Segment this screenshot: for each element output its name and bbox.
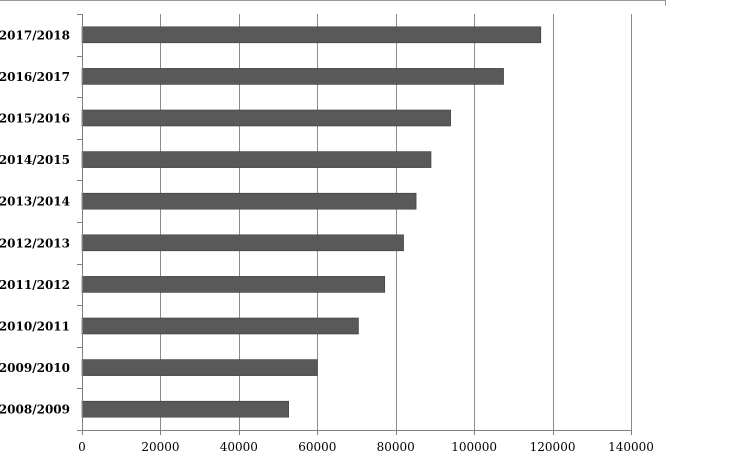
x-tick-label: 80000 — [377, 440, 415, 454]
chart-frame — [0, 0, 666, 6]
bar — [81, 151, 432, 168]
category-label: 2008/2009 — [0, 403, 70, 417]
category-label: 2014/2015 — [0, 153, 70, 167]
bar — [81, 192, 417, 210]
bar — [81, 26, 542, 44]
x-tick-label: 40000 — [220, 440, 258, 454]
bar — [81, 400, 289, 418]
bar — [81, 276, 386, 293]
bar — [81, 317, 359, 335]
x-tick-label: 120000 — [530, 440, 576, 454]
category-label: 2009/2010 — [0, 361, 70, 375]
category-labels: 2017/2018 2016/2017 2015/2016 2014/2015 2013… — [0, 28, 70, 416]
x-tick-label: 100000 — [451, 440, 497, 454]
x-tick-label: 140000 — [608, 440, 654, 454]
x-tick-label: 0 — [78, 440, 86, 454]
x-tick-label: 60000 — [298, 440, 336, 454]
category-label: 2010/2011 — [0, 320, 70, 334]
bar — [81, 234, 404, 252]
bar — [81, 109, 451, 127]
bar — [81, 68, 504, 85]
category-label: 2012/2013 — [0, 236, 70, 250]
bar — [81, 359, 318, 376]
bars — [81, 26, 542, 418]
category-label: 2015/2016 — [0, 112, 70, 126]
axes — [77, 14, 632, 435]
category-label: 2011/2012 — [0, 278, 70, 292]
category-label: 2016/2017 — [0, 70, 70, 84]
category-label: 2013/2014 — [0, 195, 70, 209]
category-label: 2017/2018 — [0, 28, 70, 42]
x-tick-label: 20000 — [141, 440, 179, 454]
x-tick-labels: 0 20000 40000 60000 80000 100000 120000 140000 — [78, 440, 654, 454]
